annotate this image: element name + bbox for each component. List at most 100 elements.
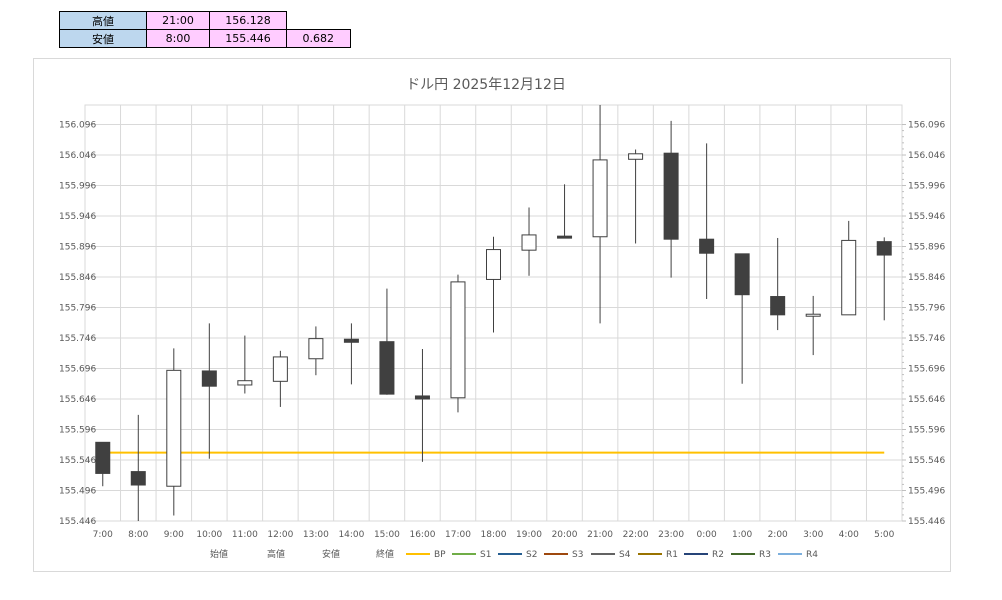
y-tick-label-right: 156.096 — [908, 121, 945, 131]
high-time: 21:00 — [146, 11, 210, 30]
candle-body — [805, 313, 821, 317]
x-tick-label: 19:00 — [516, 530, 542, 540]
candle-body — [414, 395, 430, 400]
x-tick-label: 3:00 — [803, 530, 823, 540]
x-tick-label: 9:00 — [164, 530, 184, 540]
y-tick-label-left: 155.996 — [59, 182, 96, 192]
legend-label: 終値 — [376, 548, 394, 560]
y-tick-label-right: 155.696 — [908, 365, 945, 375]
y-tick-label-left: 155.496 — [59, 487, 96, 497]
y-tick-label-left: 155.446 — [59, 517, 96, 527]
candle-body — [841, 239, 857, 316]
candle-body — [521, 234, 537, 251]
legend-label: R3 — [759, 550, 771, 560]
legend-label: S1 — [480, 550, 491, 560]
y-tick-label-right: 155.646 — [908, 395, 945, 405]
candle-body — [308, 338, 324, 360]
x-tick-label: 5:00 — [874, 530, 894, 540]
range-value: 0.682 — [286, 29, 351, 48]
empty-cell — [287, 12, 351, 30]
legend-label: S2 — [526, 550, 537, 560]
x-tick-label: 1:00 — [732, 530, 752, 540]
candle-body — [699, 238, 715, 254]
x-tick-label: 20:00 — [552, 530, 578, 540]
candle-body — [557, 235, 573, 239]
x-tick-label: 21:00 — [587, 530, 613, 540]
legend-label: R4 — [806, 550, 818, 560]
y-tick-label-right: 155.596 — [908, 426, 945, 436]
x-tick-label: 15:00 — [374, 530, 400, 540]
y-tick-label-left: 155.646 — [59, 395, 96, 405]
x-tick-label: 2:00 — [768, 530, 788, 540]
x-tick-label: 8:00 — [128, 530, 148, 540]
x-tick-label: 12:00 — [267, 530, 293, 540]
y-tick-label-right: 155.946 — [908, 212, 945, 222]
candle-body — [876, 241, 892, 256]
legend-label: R2 — [712, 550, 724, 560]
y-tick-label-left: 155.596 — [59, 426, 96, 436]
summary-row-high: 高値 21:00 156.128 — [59, 11, 351, 30]
legend-label: 高値 — [267, 548, 285, 560]
summary-row-low: 安値 8:00 155.446 0.682 — [59, 29, 351, 48]
candle-body — [663, 152, 679, 240]
low-time: 8:00 — [146, 29, 210, 48]
y-tick-label-right: 155.896 — [908, 243, 945, 253]
high-label: 高値 — [59, 11, 147, 30]
candlestick-chart: ドル円 2025年12月12日 156.096 156.096 156.046 156… — [59, 77, 945, 560]
candle-body — [130, 471, 146, 486]
chart-title: ドル円 2025年12月12日 — [406, 77, 566, 93]
candle-body — [343, 338, 359, 343]
y-tick-label-left: 155.746 — [59, 334, 96, 344]
candle-body — [379, 341, 395, 395]
y-tick-label-left: 155.846 — [59, 273, 96, 283]
y-tick-label-right: 155.996 — [908, 182, 945, 192]
y-tick-label-left: 155.696 — [59, 365, 96, 375]
x-tick-label: 0:00 — [697, 530, 717, 540]
x-tick-label: 17:00 — [445, 530, 471, 540]
x-tick-label: 16:00 — [409, 530, 435, 540]
candle-body — [450, 281, 466, 399]
legend-label: R1 — [666, 550, 678, 560]
legend-label: 安値 — [322, 548, 340, 560]
legend-label: S4 — [619, 550, 631, 560]
x-tick-label: 4:00 — [839, 530, 859, 540]
y-tick-label-right: 155.496 — [908, 487, 945, 497]
high-value: 156.128 — [209, 11, 287, 30]
candle-body — [592, 159, 608, 238]
x-tick-label: 13:00 — [303, 530, 329, 540]
y-tick-label-right: 156.046 — [908, 151, 945, 161]
y-tick-label-left: 156.096 — [59, 121, 96, 131]
candle-body — [237, 380, 253, 386]
y-tick-label-right: 155.846 — [908, 273, 945, 283]
x-tick-label: 22:00 — [623, 530, 649, 540]
x-tick-label: 11:00 — [232, 530, 258, 540]
chart-area: ドル円 2025年12月12日 156.096 156.096 156.046 156… — [33, 58, 951, 572]
x-tick-label: 7:00 — [93, 530, 113, 540]
y-tick-label-right: 155.546 — [908, 456, 945, 466]
candle-body — [486, 249, 501, 280]
legend-label: 始値 — [210, 548, 228, 560]
candle-body — [734, 253, 750, 296]
legend-label: BP — [434, 550, 446, 560]
candle-body — [628, 153, 644, 160]
y-tick-label-left: 155.946 — [59, 212, 96, 222]
y-tick-label-left: 155.896 — [59, 243, 96, 253]
x-tick-label: 18:00 — [481, 530, 507, 540]
x-tick-label: 14:00 — [338, 530, 364, 540]
y-tick-label-right: 155.796 — [908, 304, 945, 314]
x-tick-label: 10:00 — [196, 530, 222, 540]
x-tick-label: 23:00 — [658, 530, 684, 540]
y-tick-label-left: 155.546 — [59, 456, 96, 466]
low-value: 155.446 — [209, 29, 287, 48]
candle-body — [272, 356, 288, 382]
legend-label: S3 — [572, 550, 583, 560]
candle-body — [770, 296, 786, 316]
candle-body — [201, 370, 217, 387]
candle-body — [95, 441, 111, 474]
low-label: 安値 — [59, 29, 147, 48]
y-tick-label-left: 155.796 — [59, 304, 96, 314]
summary-table: 高値 21:00 156.128 安値 8:00 155.446 0.682 — [59, 11, 351, 48]
y-tick-label-right: 155.446 — [908, 517, 945, 527]
y-tick-label-left: 156.046 — [59, 151, 96, 161]
candle-body — [166, 369, 182, 487]
